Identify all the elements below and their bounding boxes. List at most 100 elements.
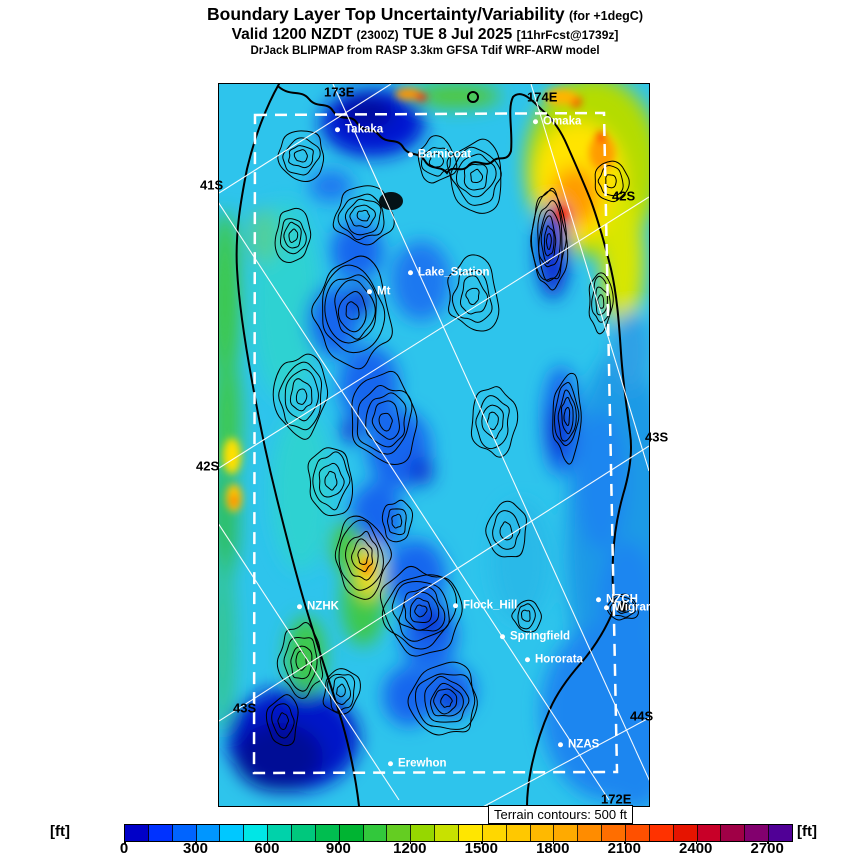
colorbar-tick <box>767 841 769 844</box>
terrain-contour-line <box>295 388 308 405</box>
page-title: Boundary Layer Top Uncertainty/Variabili… <box>0 4 850 25</box>
colorbar-cell <box>315 825 340 841</box>
valid-line: Valid 1200 NZDT (2300Z) TUE 8 Jul 2025 [… <box>0 26 850 44</box>
terrain-contour-line <box>334 279 376 340</box>
site-dot-icon <box>453 603 458 609</box>
terrain-contour-line <box>327 673 356 713</box>
terrain-contour-line <box>318 462 345 498</box>
terrain-contour-line <box>499 521 514 541</box>
terrain-contour-line <box>554 382 580 447</box>
terrain-contour-line <box>277 130 325 183</box>
site-dot-icon <box>525 657 530 663</box>
site-dot-icon <box>388 761 393 767</box>
graticule-label: 42S <box>196 458 220 474</box>
terrain-contour-line <box>288 145 314 169</box>
terrain-contour-line <box>614 599 632 614</box>
colorbar-unit-left: [ft] <box>50 823 70 840</box>
site-name: Takaka <box>345 123 384 136</box>
terrain-contour-line <box>545 233 552 251</box>
terrain-contour-line <box>605 174 617 189</box>
colorbar-cell <box>363 825 388 841</box>
terrain-contour-line <box>446 138 502 214</box>
colorbar-tick <box>481 841 483 844</box>
site-dot-icon <box>297 604 302 610</box>
colorbar-cell <box>125 825 149 841</box>
terrain-contour-line <box>597 294 605 309</box>
terrain-contour-line <box>365 392 407 448</box>
colorbar-tick-label: 900 <box>325 840 351 857</box>
terrain-contour-line <box>282 137 321 176</box>
colorbar-cell <box>721 825 746 841</box>
terrain-contour-line <box>351 538 373 573</box>
site-name: Lake_Station <box>418 266 490 279</box>
model-line: DrJack BLIPMAP from RASP 3.3km GFSA Tdif… <box>250 45 600 57</box>
terrain-contour-line <box>430 682 464 717</box>
terrain-contour-line <box>609 596 637 618</box>
colorbar-cell <box>578 825 603 841</box>
terrain-contour-line <box>597 165 624 197</box>
hot-spots <box>223 88 615 575</box>
terrain-contour-line <box>447 254 500 332</box>
terrain-contour-line <box>470 386 519 458</box>
colorbar-cell <box>172 825 197 841</box>
title-suffix: (for +1degC) <box>569 9 643 23</box>
terrain-contour-line <box>414 673 478 730</box>
colorbar-cell <box>268 825 293 841</box>
terrain-contour-line <box>379 565 463 657</box>
colorbar-cell <box>292 825 316 841</box>
colorbar-cell <box>649 825 674 841</box>
terrain-contour-line <box>279 218 307 255</box>
site-name: Barnicoat <box>418 148 472 161</box>
colorbar-cell <box>220 825 245 841</box>
title-text: Boundary Layer Top Uncertainty/Variabili… <box>207 4 565 24</box>
terrain-contour-line <box>588 272 614 335</box>
terrain-contour-line <box>283 221 302 249</box>
terrain-contour-line <box>272 353 329 440</box>
color-field <box>219 84 649 806</box>
terrain-contour-line <box>351 370 418 465</box>
site-marker: NZHK <box>297 601 339 613</box>
colorbar-tick-label: 2700 <box>750 840 784 857</box>
terrain-contour-line <box>485 500 527 558</box>
terrain-contour-line <box>283 636 318 692</box>
terrain-contour-line <box>520 609 531 622</box>
terrain-contour-line <box>345 530 379 581</box>
terrain-contour-line <box>324 470 338 491</box>
terrain-contour-line <box>409 597 433 623</box>
site-dot-icon <box>604 605 609 611</box>
graticule-lines <box>219 84 649 806</box>
terrain-contour-line <box>391 513 403 529</box>
terrain-contour-line <box>277 712 290 731</box>
colorbar-cell <box>387 825 412 841</box>
terrain-contour-line <box>450 146 502 206</box>
terrain-contour-line <box>403 591 440 631</box>
terrain-contour-line <box>334 515 392 600</box>
terrain-contour-line <box>424 676 470 723</box>
terrain-contour-line <box>332 676 352 705</box>
colorbar-tick <box>266 841 269 844</box>
terrain-note: Terrain contours: 500 ft <box>488 805 633 824</box>
site-name: Springfield <box>510 630 571 643</box>
graticule-label: 43S <box>645 429 669 445</box>
terrain-contour-line <box>274 207 312 264</box>
site-name: Omaka <box>543 115 582 128</box>
colorbar-tick <box>195 841 197 844</box>
colorbar-cell <box>530 825 555 841</box>
terrain-contour-line <box>338 519 384 591</box>
terrain-contour-line <box>414 604 428 618</box>
site-marker: Wigram <box>604 602 656 614</box>
site-marker: Flock_Hill <box>453 600 517 612</box>
site-dot-icon <box>596 597 601 603</box>
terrain-contour-line <box>538 209 561 268</box>
domain-boundary <box>252 111 619 775</box>
terrain-contour-line <box>349 204 376 228</box>
terrain-contour-line <box>386 508 407 536</box>
site-marker: Lake_Station <box>408 267 490 279</box>
site-name: NZHK <box>307 600 339 613</box>
map-art <box>219 84 649 806</box>
site-name: Hororata <box>535 653 583 666</box>
site-name: NZCH <box>606 593 638 606</box>
terrain-contour-line <box>557 389 577 442</box>
terrain-contour-line <box>322 264 386 354</box>
